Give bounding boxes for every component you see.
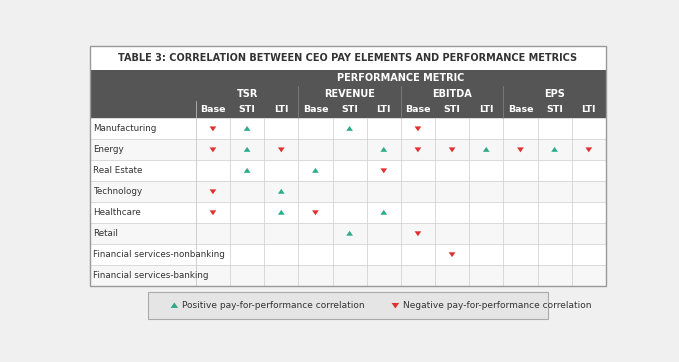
Text: Energy: Energy xyxy=(93,145,124,154)
Text: Base: Base xyxy=(303,105,328,114)
Polygon shape xyxy=(278,147,285,152)
Bar xyxy=(90,160,606,181)
Polygon shape xyxy=(210,189,217,194)
Text: LTI: LTI xyxy=(274,105,289,114)
Polygon shape xyxy=(346,231,353,236)
Bar xyxy=(90,223,606,244)
Text: Financial services-nonbanking: Financial services-nonbanking xyxy=(93,250,225,259)
Polygon shape xyxy=(449,252,456,257)
Polygon shape xyxy=(551,147,558,152)
Text: STI: STI xyxy=(238,105,255,114)
Polygon shape xyxy=(483,147,490,152)
Bar xyxy=(90,46,606,286)
Text: Base: Base xyxy=(405,105,430,114)
Text: REVENUE: REVENUE xyxy=(324,89,375,98)
Polygon shape xyxy=(415,147,421,152)
Polygon shape xyxy=(312,210,319,215)
Bar xyxy=(90,139,606,160)
Text: Base: Base xyxy=(200,105,225,114)
Polygon shape xyxy=(244,147,251,152)
Polygon shape xyxy=(346,126,353,131)
Text: Negative pay-for-performance correlation: Negative pay-for-performance correlation xyxy=(403,301,591,310)
Polygon shape xyxy=(312,168,319,173)
Text: Retail: Retail xyxy=(93,229,117,238)
Polygon shape xyxy=(449,147,456,152)
Bar xyxy=(90,70,606,86)
Text: LTI: LTI xyxy=(581,105,596,114)
Polygon shape xyxy=(517,147,524,152)
Text: Healthcare: Healthcare xyxy=(93,208,141,217)
Text: STI: STI xyxy=(443,105,460,114)
Text: Technology: Technology xyxy=(93,187,142,196)
Text: TABLE 3: CORRELATION BETWEEN CEO PAY ELEMENTS AND PERFORMANCE METRICS: TABLE 3: CORRELATION BETWEEN CEO PAY ELE… xyxy=(118,53,578,63)
Text: Positive pay-for-performance correlation: Positive pay-for-performance correlation xyxy=(182,301,365,310)
Polygon shape xyxy=(170,302,178,308)
Bar xyxy=(90,181,606,202)
Polygon shape xyxy=(244,168,251,173)
Bar xyxy=(90,265,606,286)
Polygon shape xyxy=(380,210,387,215)
Bar xyxy=(90,46,606,70)
Text: Real Estate: Real Estate xyxy=(93,166,142,175)
Polygon shape xyxy=(210,126,217,131)
Polygon shape xyxy=(278,210,285,215)
Text: TSR: TSR xyxy=(236,89,258,98)
Bar xyxy=(90,118,606,139)
Polygon shape xyxy=(585,147,592,152)
Text: STI: STI xyxy=(546,105,563,114)
Polygon shape xyxy=(210,210,217,215)
Text: Manufacturing: Manufacturing xyxy=(93,124,156,133)
Polygon shape xyxy=(415,231,421,236)
Text: STI: STI xyxy=(341,105,358,114)
Text: PERFORMANCE METRIC: PERFORMANCE METRIC xyxy=(337,73,464,83)
Text: Financial services-banking: Financial services-banking xyxy=(93,271,208,280)
Text: Base: Base xyxy=(508,105,533,114)
Text: LTI: LTI xyxy=(377,105,391,114)
Bar xyxy=(90,244,606,265)
Polygon shape xyxy=(392,303,399,308)
Bar xyxy=(90,86,606,101)
Bar xyxy=(90,202,606,223)
Polygon shape xyxy=(210,147,217,152)
Polygon shape xyxy=(278,189,285,194)
Text: EBITDA: EBITDA xyxy=(433,89,472,98)
Polygon shape xyxy=(380,168,387,173)
Text: LTI: LTI xyxy=(479,105,494,114)
Text: EPS: EPS xyxy=(544,89,565,98)
Polygon shape xyxy=(244,126,251,131)
Bar xyxy=(90,101,606,118)
Polygon shape xyxy=(415,126,421,131)
Polygon shape xyxy=(380,147,387,152)
Bar xyxy=(148,291,548,319)
